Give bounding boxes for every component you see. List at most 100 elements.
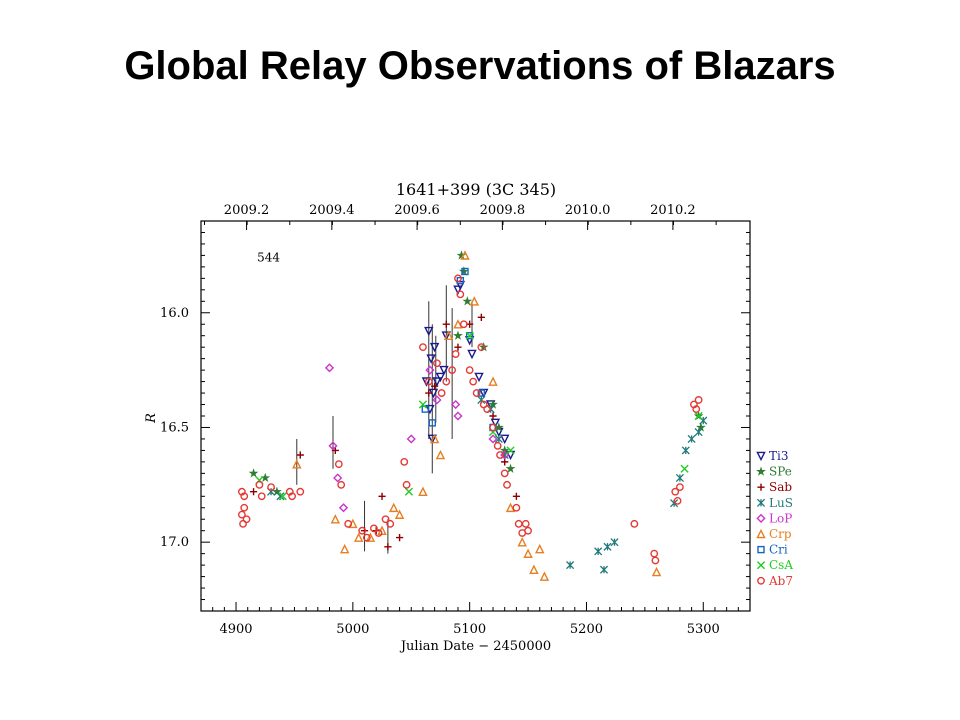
data-point	[330, 514, 341, 524]
top-tick-label: 2009.6	[394, 203, 440, 218]
annotations: 544	[257, 251, 280, 265]
data-point	[461, 267, 469, 276]
x-tick-label: 5100	[453, 622, 486, 637]
data-point	[288, 492, 297, 501]
data-point	[488, 434, 498, 444]
data-point	[535, 543, 545, 554]
data-point	[503, 480, 511, 489]
data-point	[267, 483, 275, 492]
data-point	[467, 349, 477, 360]
data-point	[499, 434, 510, 445]
legend-label: CsA	[769, 558, 793, 572]
data-point	[512, 503, 521, 512]
data-point	[249, 488, 258, 496]
data-point	[240, 503, 249, 512]
data-point	[453, 319, 463, 329]
data-point	[442, 377, 451, 386]
data-point	[451, 399, 461, 410]
legend-marker	[756, 513, 766, 523]
series-ab7	[237, 274, 703, 565]
data-point	[472, 389, 481, 397]
legend-marker	[756, 498, 766, 507]
data-point	[334, 460, 343, 469]
x-axis-label: Julian Date − 2450000	[399, 639, 551, 654]
data-point	[505, 463, 516, 473]
data-point	[465, 331, 474, 340]
top-tick-label: 2009.8	[480, 203, 526, 218]
data-point	[514, 519, 523, 528]
data-point	[489, 423, 497, 432]
data-point	[439, 365, 449, 376]
x-axis: 4900 5000 5100 5200 5300	[219, 622, 719, 637]
data-point	[517, 537, 527, 547]
data-point	[381, 515, 390, 524]
x-tick-label: 5300	[687, 622, 720, 637]
data-point	[441, 331, 452, 341]
data-point	[675, 473, 684, 483]
data-point	[339, 543, 350, 554]
legend-marker	[756, 561, 766, 570]
data-point	[524, 526, 532, 535]
data-point	[599, 565, 609, 574]
data-point	[426, 354, 436, 364]
data-point	[692, 405, 701, 414]
data-point	[424, 326, 434, 337]
data-point	[428, 419, 436, 427]
data-point	[338, 503, 349, 513]
data-point	[365, 532, 376, 542]
axis-ticks	[201, 220, 750, 612]
data-points	[237, 250, 708, 581]
series-lus	[267, 395, 708, 574]
data-point	[453, 285, 463, 295]
data-point	[474, 372, 484, 383]
data-point	[506, 446, 515, 455]
legend-item: Cri	[757, 543, 788, 557]
y-axis-label: R	[144, 413, 159, 424]
data-point	[419, 343, 427, 352]
data-point	[610, 538, 619, 547]
data-point	[328, 441, 338, 451]
data-point	[324, 363, 335, 373]
legend-item: SPe	[756, 465, 792, 479]
series-csa	[255, 331, 703, 501]
data-point	[490, 418, 501, 429]
data-point	[369, 524, 378, 533]
data-point	[460, 250, 470, 260]
data-point	[477, 313, 485, 321]
data-point	[529, 564, 539, 575]
legend-label: SPe	[769, 465, 792, 479]
data-point	[395, 533, 404, 542]
data-point	[477, 389, 486, 397]
series-lop	[324, 363, 510, 513]
data-point	[462, 296, 473, 306]
data-point	[488, 376, 498, 386]
data-point	[435, 372, 446, 383]
data-point	[496, 451, 504, 459]
legend-marker	[757, 576, 765, 585]
data-point	[424, 377, 433, 386]
data-point	[494, 434, 503, 444]
data-point	[469, 377, 478, 386]
legend-marker	[756, 528, 766, 539]
x-tick-label: 4900	[219, 622, 252, 637]
y-tick-label: 17.0	[160, 535, 189, 550]
data-point	[603, 542, 612, 551]
data-point	[651, 556, 660, 565]
legend-item: CsA	[756, 558, 793, 572]
top-tick-label: 2010.2	[650, 203, 696, 218]
x-tick-label: 5000	[336, 622, 369, 637]
y-tick-label: 16.5	[160, 420, 189, 435]
data-point	[429, 342, 440, 353]
data-point	[402, 480, 411, 489]
data-point	[676, 483, 684, 492]
data-point	[465, 332, 474, 340]
data-point	[454, 343, 462, 351]
data-point	[333, 473, 343, 483]
data-point	[292, 459, 302, 469]
data-point	[257, 492, 266, 501]
data-point	[378, 492, 386, 500]
data-point	[630, 519, 639, 528]
data-point	[651, 566, 662, 577]
